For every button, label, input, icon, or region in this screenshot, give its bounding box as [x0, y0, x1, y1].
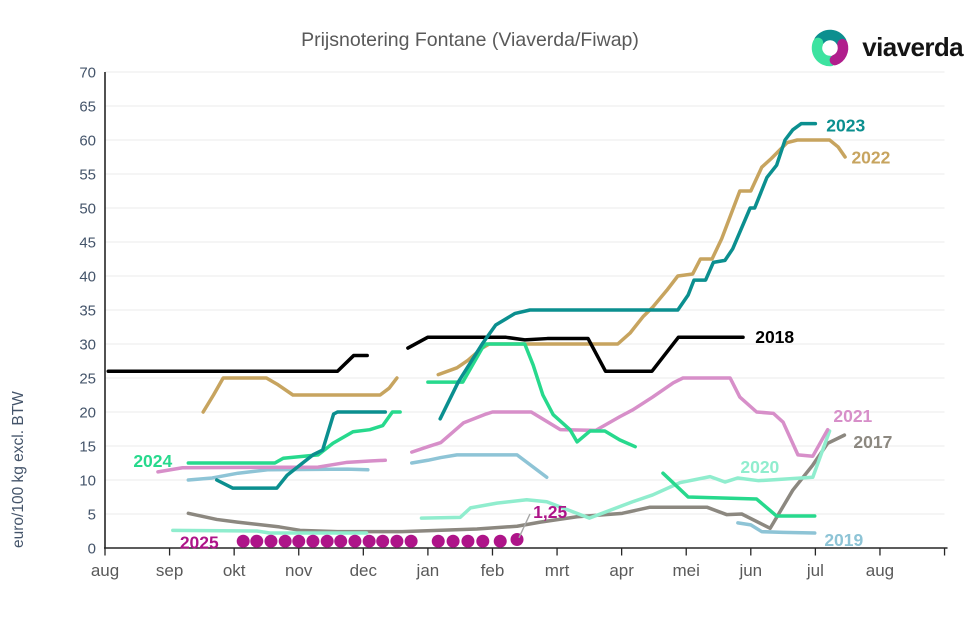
y-tick-label-40: 40 — [79, 269, 96, 286]
series-line-2024 — [186, 410, 402, 465]
series-label-2023: 2023 — [826, 116, 865, 136]
y-tick-label-70: 70 — [79, 65, 96, 82]
series-line-2018 — [106, 353, 369, 373]
x-tick-label-apr-8: apr — [609, 561, 634, 580]
data-point-2025 — [236, 534, 250, 548]
y-tick-label-10: 10 — [79, 473, 96, 490]
series-line-2023 — [214, 410, 388, 490]
data-point-2025 — [278, 534, 292, 548]
series-label-2022: 2022 — [851, 148, 890, 168]
data-point-2025 — [461, 534, 475, 548]
y-tick-label-35: 35 — [79, 303, 96, 320]
series-label-2019: 2019 — [824, 530, 863, 550]
x-tick-label-dec-4: dec — [350, 561, 378, 580]
x-tick-label-aug-0: aug — [91, 561, 119, 580]
series-line-2020 — [171, 528, 369, 535]
x-tick-label-okt-2: okt — [223, 561, 246, 580]
data-point-2025 — [362, 534, 376, 548]
series-line-2019 — [410, 453, 549, 480]
data-point-2025 — [431, 534, 445, 548]
viaverda-logo-text: viaverda — [862, 31, 963, 62]
data-point-2025 — [348, 534, 362, 548]
data-point-2025 — [493, 534, 507, 548]
data-point-2025 — [250, 534, 264, 548]
logo-swoosh-bottom-right — [829, 38, 849, 66]
x-tick-label-jun-10: jun — [738, 561, 762, 580]
y-tick-label-25: 25 — [79, 371, 96, 388]
data-point-2025 — [264, 534, 278, 548]
y-tick-label-65: 65 — [79, 99, 96, 116]
y-tick-label-50: 50 — [79, 201, 96, 218]
data-point-2025 — [376, 534, 390, 548]
y-tick-label-0: 0 — [88, 541, 96, 558]
series-line-2022 — [201, 376, 399, 414]
y-tick-label-55: 55 — [79, 167, 96, 184]
x-tick-label-jul-11: jul — [806, 561, 824, 580]
x-tick-label-sep-1: sep — [156, 561, 183, 580]
series-line-2024 — [426, 342, 637, 449]
x-tick-label-jan-5: jan — [416, 561, 440, 580]
series-line-2024 — [661, 471, 817, 518]
data-point-2025 — [334, 534, 348, 548]
data-point-2025 — [306, 534, 320, 548]
series-line-2017 — [186, 433, 847, 534]
x-tick-label-mrt-7: mrt — [545, 561, 570, 580]
series-label-2017: 2017 — [853, 432, 892, 452]
viaverda-logo-icon — [812, 29, 849, 67]
x-tick-label-mei-9: mei — [673, 561, 700, 580]
series-line-2019 — [186, 467, 370, 482]
annotation-leader-line — [518, 513, 531, 539]
y-tick-label-60: 60 — [79, 133, 96, 150]
x-tick-label-feb-6: feb — [481, 561, 505, 580]
data-point-2025 — [390, 534, 404, 548]
logo-swoosh-bottom-left — [812, 37, 836, 67]
y-tick-label-45: 45 — [79, 235, 96, 252]
y-tick-label-5: 5 — [88, 507, 96, 524]
series-label-2020: 2020 — [740, 457, 779, 477]
series-label-2024: 2024 — [133, 451, 172, 471]
y-tick-label-20: 20 — [79, 405, 96, 422]
series-line-2021 — [410, 376, 830, 458]
x-tick-label-nov-3: nov — [285, 561, 313, 580]
series-line-2021 — [156, 458, 388, 474]
data-point-2025 — [446, 534, 460, 548]
series-label-2018: 2018 — [755, 327, 794, 347]
chart-title: Prijsnotering Fontane (Viaverda/Fiwap) — [301, 29, 639, 51]
data-point-2025 — [320, 534, 334, 548]
x-tick-label-aug-12: aug — [866, 561, 894, 580]
data-point-2025 — [476, 534, 490, 548]
annotation-last-quote: 1,25 — [533, 502, 567, 522]
viaverda-logo: viaverda — [805, 20, 964, 74]
data-point-2025 — [404, 534, 418, 548]
series-line-2023 — [438, 121, 818, 421]
series-line-2018 — [406, 335, 745, 373]
y-tick-label-15: 15 — [79, 439, 96, 456]
series-line-2019 — [736, 521, 817, 535]
series-label-2025: 2025 — [180, 533, 219, 553]
series-line-2020 — [419, 429, 832, 520]
data-point-2025 — [510, 533, 524, 546]
series-label-2021: 2021 — [833, 406, 872, 426]
y-tick-label-30: 30 — [79, 337, 96, 354]
data-point-2025 — [292, 534, 306, 548]
